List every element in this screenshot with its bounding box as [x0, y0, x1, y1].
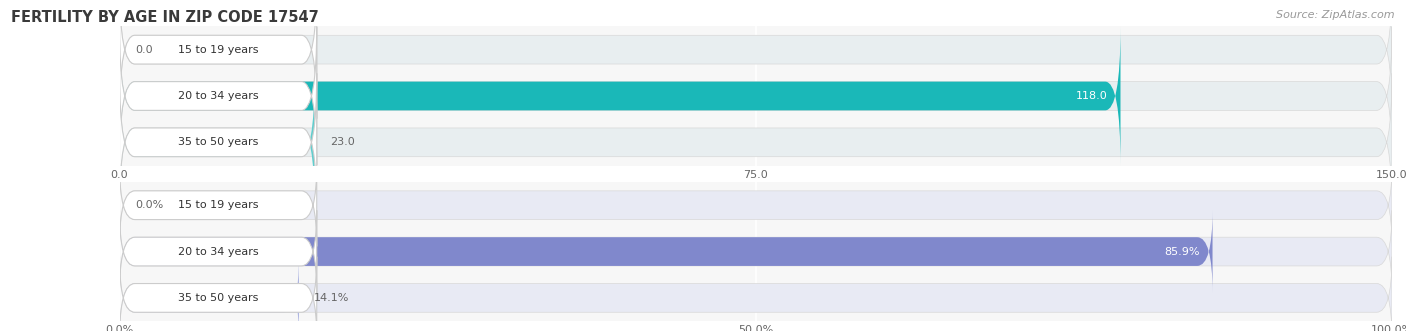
FancyBboxPatch shape	[120, 210, 1212, 293]
FancyBboxPatch shape	[120, 164, 1392, 247]
Text: 0.0%: 0.0%	[135, 200, 163, 210]
FancyBboxPatch shape	[120, 27, 1121, 165]
FancyBboxPatch shape	[120, 73, 1392, 212]
FancyBboxPatch shape	[120, 257, 1392, 331]
Text: 20 to 34 years: 20 to 34 years	[177, 247, 259, 257]
FancyBboxPatch shape	[120, 27, 1392, 165]
Text: Source: ZipAtlas.com: Source: ZipAtlas.com	[1277, 10, 1395, 20]
FancyBboxPatch shape	[120, 73, 315, 212]
FancyBboxPatch shape	[120, 164, 316, 247]
FancyBboxPatch shape	[120, 0, 316, 119]
Text: FERTILITY BY AGE IN ZIP CODE 17547: FERTILITY BY AGE IN ZIP CODE 17547	[11, 10, 319, 25]
Text: 0.0: 0.0	[135, 45, 152, 55]
Text: 23.0: 23.0	[330, 137, 354, 147]
Text: 35 to 50 years: 35 to 50 years	[179, 137, 259, 147]
FancyBboxPatch shape	[120, 73, 316, 212]
Text: 35 to 50 years: 35 to 50 years	[179, 293, 259, 303]
FancyBboxPatch shape	[120, 27, 316, 165]
Text: 14.1%: 14.1%	[314, 293, 350, 303]
FancyBboxPatch shape	[120, 257, 316, 331]
Text: 15 to 19 years: 15 to 19 years	[179, 45, 259, 55]
Text: 15 to 19 years: 15 to 19 years	[179, 200, 259, 210]
FancyBboxPatch shape	[120, 0, 1392, 119]
FancyBboxPatch shape	[120, 210, 1392, 293]
Text: 85.9%: 85.9%	[1164, 247, 1199, 257]
FancyBboxPatch shape	[120, 210, 316, 293]
Text: 20 to 34 years: 20 to 34 years	[177, 91, 259, 101]
Text: 118.0: 118.0	[1076, 91, 1108, 101]
FancyBboxPatch shape	[120, 257, 299, 331]
